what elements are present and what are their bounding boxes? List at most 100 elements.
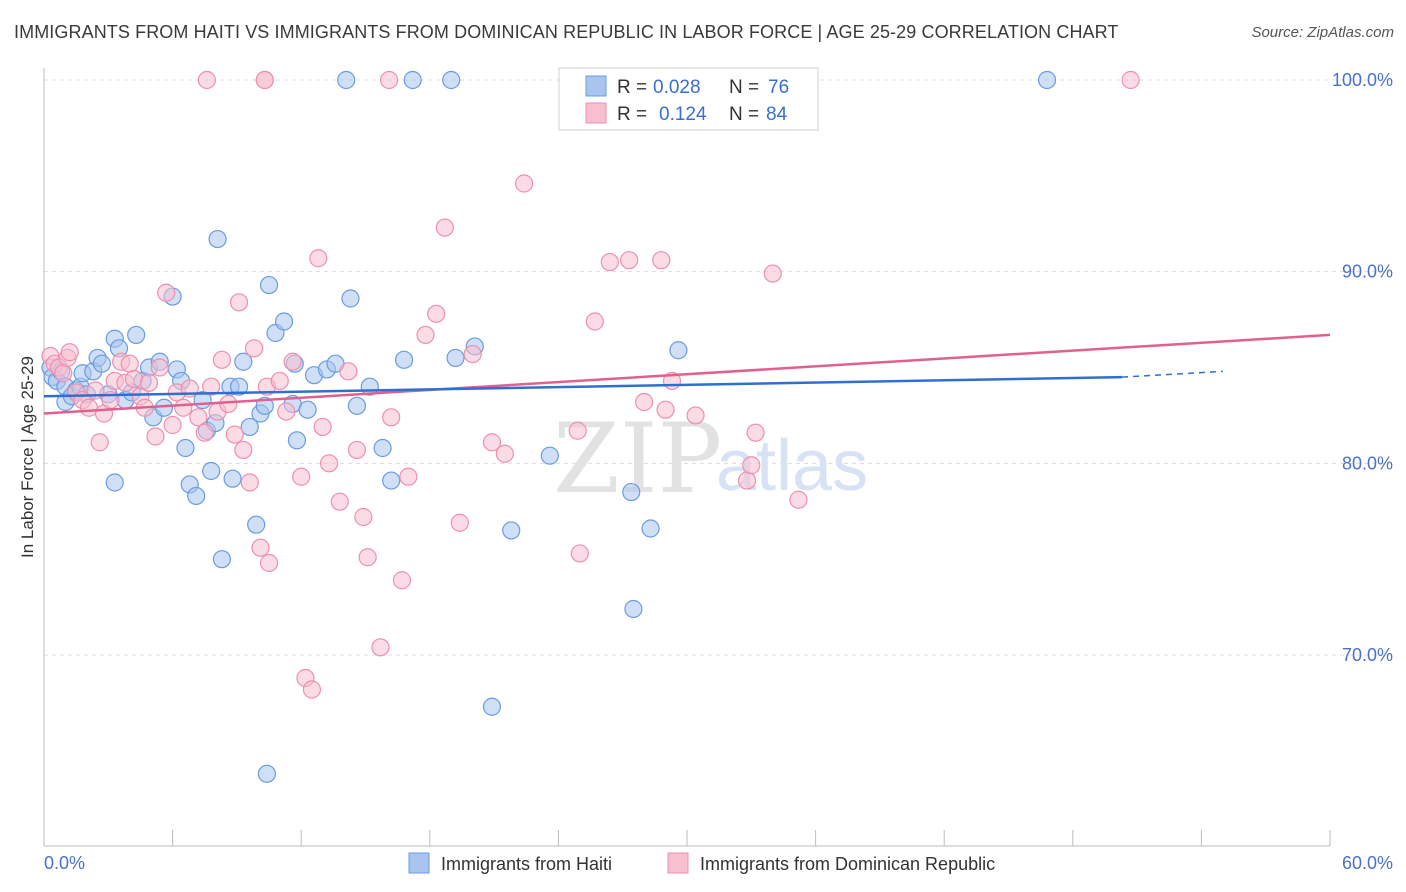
dr-point bbox=[270, 371, 289, 391]
dr-point bbox=[354, 507, 373, 527]
dr-point bbox=[157, 283, 176, 302]
haiti-point bbox=[223, 469, 242, 488]
haiti-point bbox=[247, 515, 266, 534]
dr-point bbox=[229, 293, 249, 312]
haiti-point bbox=[259, 275, 279, 295]
haiti-point bbox=[347, 396, 367, 415]
dr-point bbox=[392, 571, 412, 590]
dr-point bbox=[302, 680, 322, 699]
legend-n-value-dr: 84 bbox=[766, 104, 788, 125]
dr-point bbox=[347, 440, 367, 460]
haiti-point bbox=[622, 482, 641, 502]
trend-line-haiti bbox=[43, 375, 1123, 398]
legend-r-label-haiti: R = bbox=[617, 77, 647, 98]
dr-point bbox=[146, 427, 165, 446]
haiti-point bbox=[240, 417, 259, 437]
y-tick-label-70: 70.0% bbox=[1342, 645, 1393, 665]
legend-r-value-haiti: 0.028 bbox=[653, 77, 701, 98]
haiti-point bbox=[641, 519, 660, 538]
haiti-point bbox=[540, 446, 559, 465]
dr-point bbox=[255, 70, 274, 90]
dr-point bbox=[742, 456, 761, 475]
legend-n-label-haiti: N = bbox=[729, 77, 759, 98]
dr-point bbox=[568, 421, 587, 440]
dr-point bbox=[450, 513, 469, 532]
dr-point bbox=[139, 373, 159, 392]
legend-r-value-dr: 0.124 bbox=[659, 104, 707, 125]
haiti-point bbox=[298, 400, 317, 419]
dr-point bbox=[635, 392, 654, 412]
legend-n-value-haiti: 76 bbox=[768, 77, 789, 98]
bottom-legend-swatch-haiti bbox=[408, 852, 430, 874]
dr-point bbox=[1121, 70, 1140, 90]
dr-point bbox=[197, 70, 216, 90]
dr-point bbox=[737, 471, 757, 490]
legend-r-label-dr: R = bbox=[617, 104, 647, 125]
series-dr-points bbox=[41, 70, 1140, 699]
legend: R = 0.028 N = 76 R = 0.124 N = 84 bbox=[558, 67, 819, 131]
dr-point bbox=[399, 467, 418, 486]
dr-point bbox=[195, 423, 214, 442]
dr-point bbox=[240, 473, 259, 492]
dr-point bbox=[244, 339, 264, 358]
dr-point bbox=[54, 364, 73, 383]
dr-point bbox=[292, 467, 311, 486]
haiti-point bbox=[105, 473, 124, 492]
haiti-point bbox=[229, 377, 249, 396]
bottom-legend-label-haiti: Immigrants from Haiti bbox=[441, 854, 612, 874]
haiti-point bbox=[624, 599, 643, 619]
dr-point bbox=[746, 423, 765, 442]
haiti-point bbox=[202, 461, 221, 481]
dr-point bbox=[219, 394, 238, 414]
dr-point bbox=[600, 252, 619, 272]
dr-point bbox=[620, 251, 639, 270]
legend-swatch-dr bbox=[585, 102, 607, 124]
haiti-point bbox=[341, 289, 360, 308]
legend-n-label-dr: N = bbox=[729, 104, 759, 125]
dr-point bbox=[482, 433, 502, 452]
dr-point bbox=[309, 249, 328, 268]
haiti-point bbox=[212, 550, 231, 569]
dr-point bbox=[124, 369, 144, 389]
dr-point bbox=[234, 440, 253, 460]
haiti-point bbox=[208, 229, 227, 249]
dr-point bbox=[435, 218, 454, 237]
y-axis-label: In Labor Force | Age 25-29 bbox=[18, 356, 37, 558]
dr-point bbox=[789, 490, 808, 509]
dr-point bbox=[463, 344, 482, 364]
y-tick-labels: 70.0% 80.0% 90.0% 100.0% bbox=[1332, 70, 1393, 665]
haiti-point bbox=[1037, 70, 1057, 90]
dr-point bbox=[174, 398, 193, 417]
dr-point bbox=[570, 544, 589, 563]
haiti-point bbox=[187, 486, 206, 506]
dr-point bbox=[382, 408, 401, 427]
dr-point bbox=[652, 251, 671, 270]
trend-lines bbox=[43, 333, 1331, 415]
haiti-point bbox=[337, 70, 356, 90]
bottom-legend-label-dr: Immigrants from Dominican Republic bbox=[700, 854, 995, 874]
haiti-point bbox=[274, 312, 294, 331]
trend-line-haiti-extension bbox=[1122, 370, 1223, 378]
dr-point bbox=[330, 492, 349, 511]
haiti-point bbox=[287, 431, 307, 450]
haiti-point bbox=[373, 438, 392, 458]
haiti-point bbox=[442, 70, 461, 90]
y-tick-label-90: 90.0% bbox=[1342, 262, 1393, 282]
haiti-point bbox=[403, 70, 422, 90]
dr-point bbox=[251, 538, 270, 557]
dr-point bbox=[313, 417, 332, 437]
haiti-point bbox=[502, 521, 521, 540]
dr-point bbox=[60, 343, 79, 362]
dr-point bbox=[163, 415, 182, 435]
dr-point bbox=[495, 444, 514, 463]
dr-point bbox=[371, 638, 390, 657]
x-tick-label-max: 60.0% bbox=[1342, 853, 1393, 873]
haiti-point bbox=[176, 438, 195, 458]
dr-point bbox=[90, 433, 109, 452]
dr-point bbox=[120, 354, 139, 373]
y-tick-label-100: 100.0% bbox=[1332, 70, 1393, 90]
dr-point bbox=[358, 548, 377, 567]
dr-point bbox=[150, 358, 169, 377]
dr-point bbox=[225, 425, 244, 444]
